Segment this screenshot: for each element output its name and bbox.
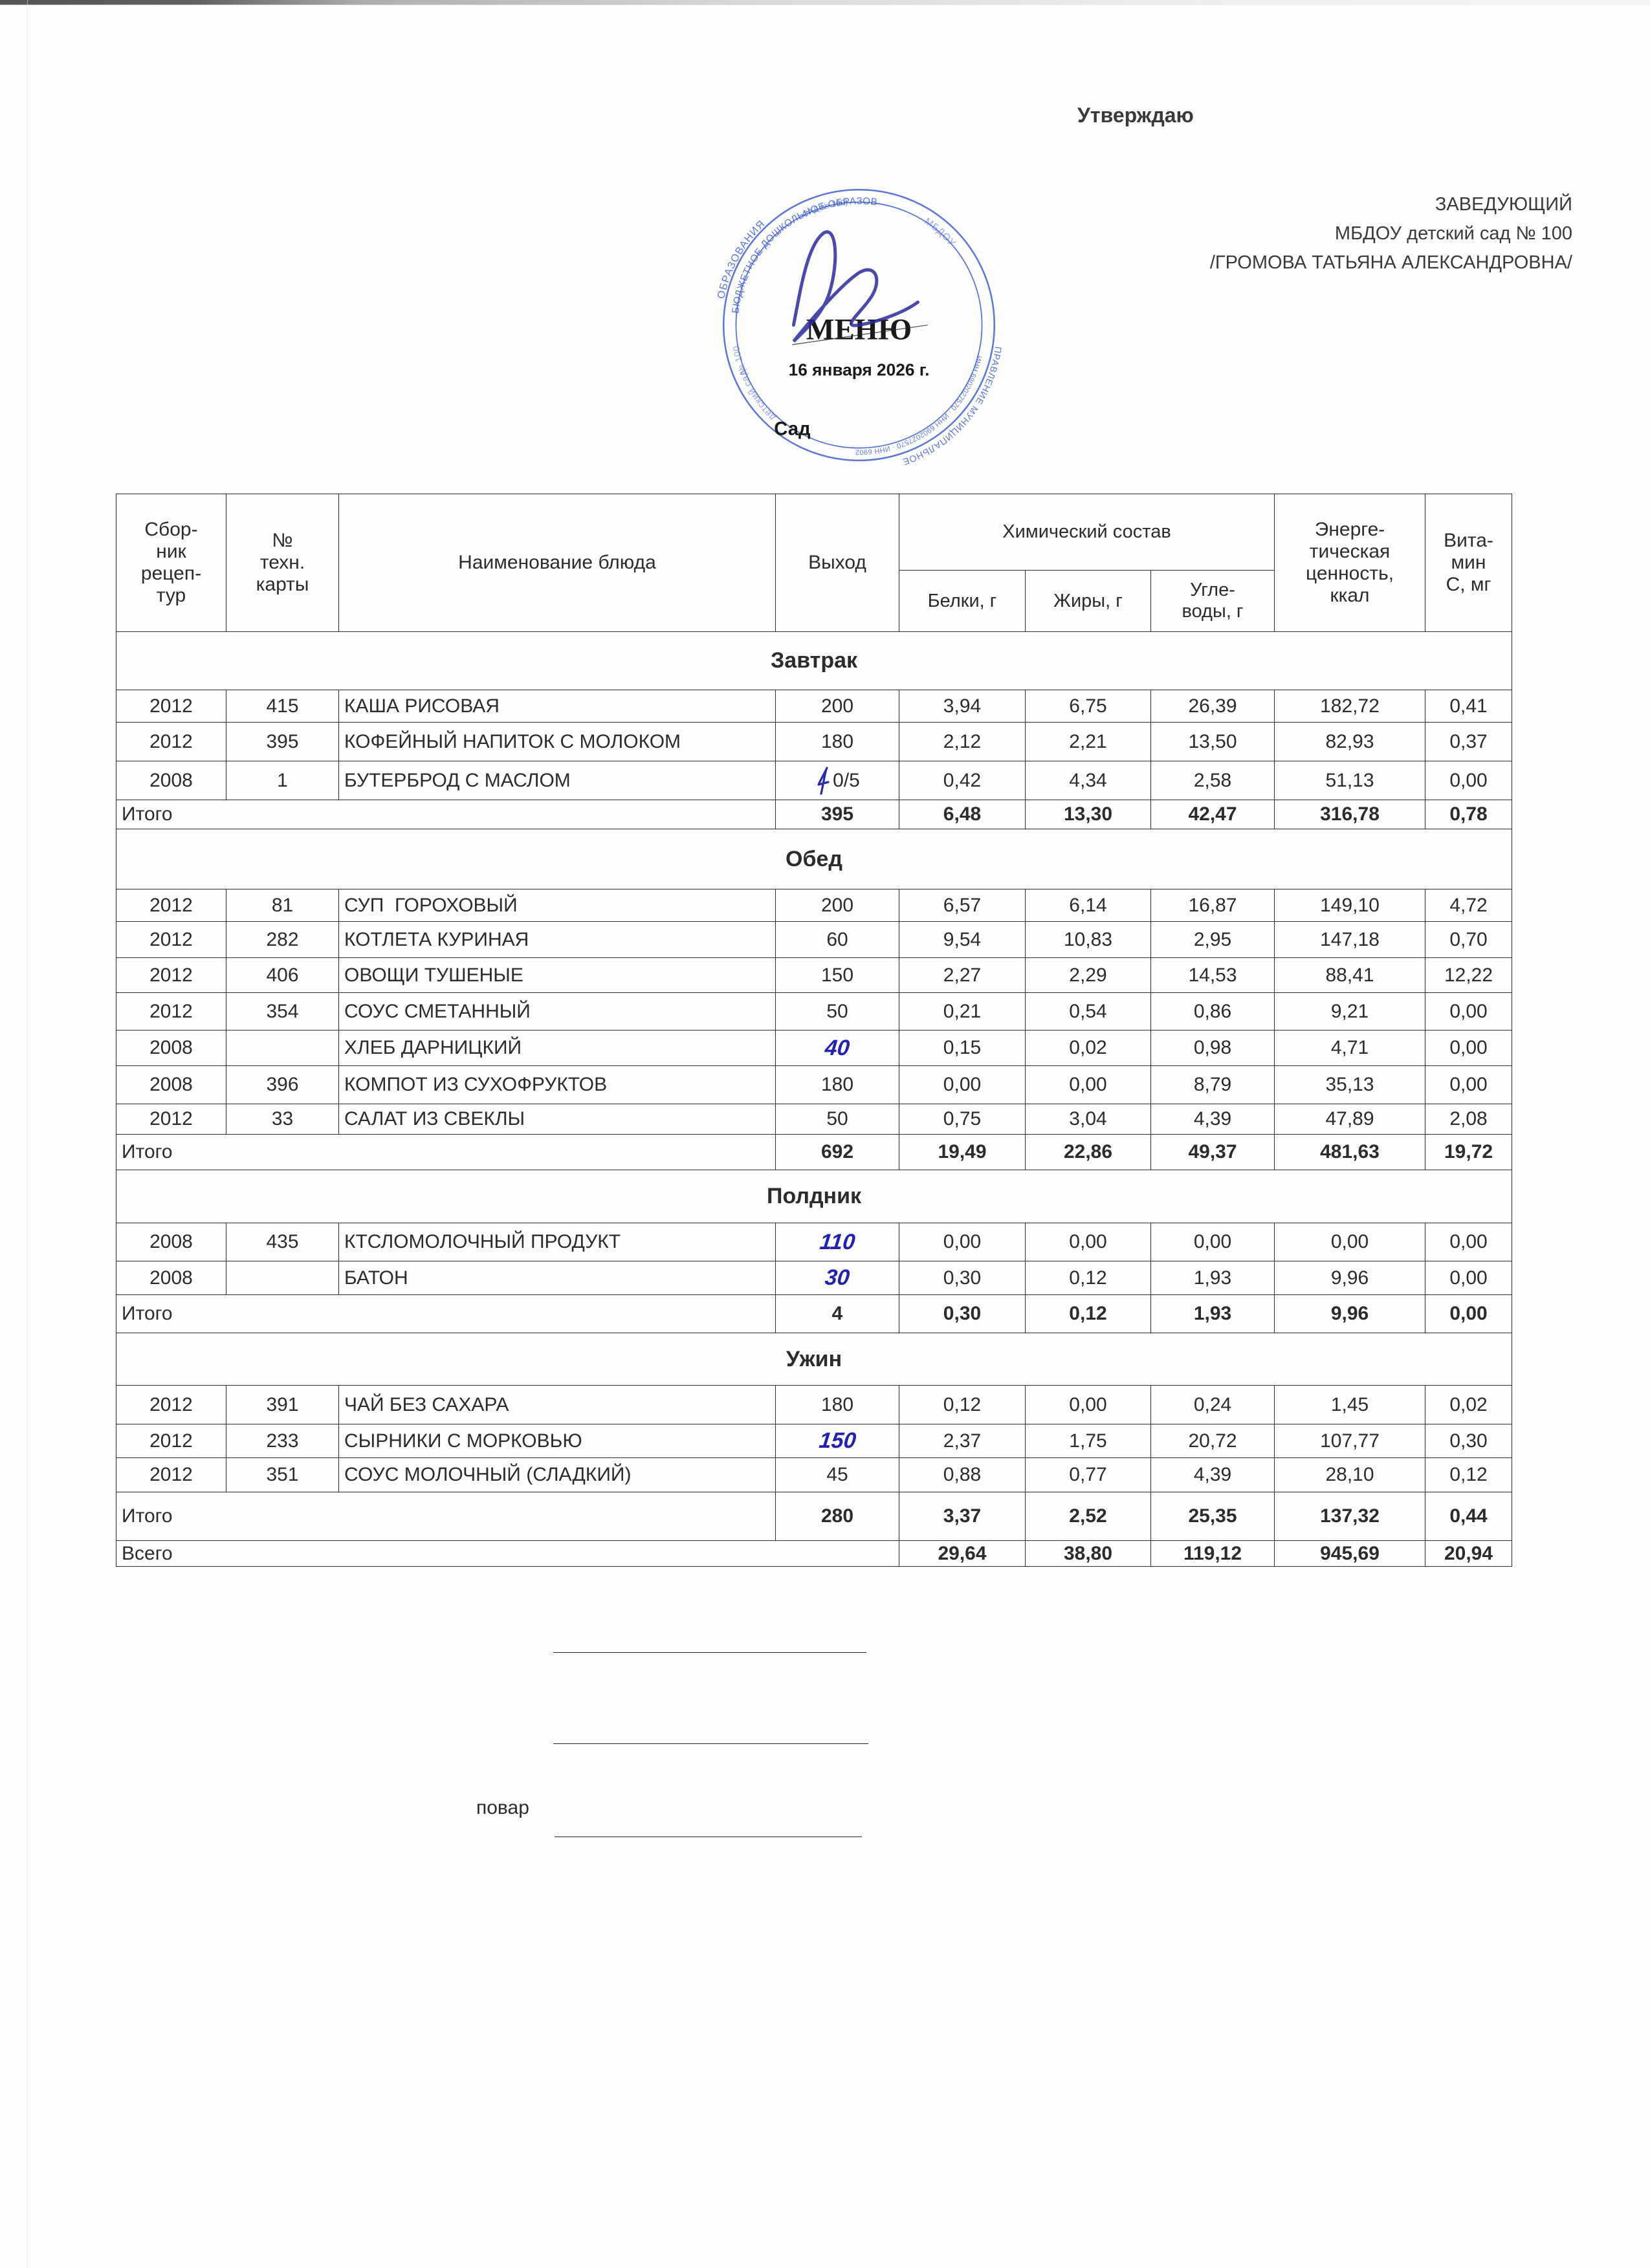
svg-text:МБДОУ: МБДОУ — [922, 216, 957, 248]
svg-text:№ 100: № 100 — [731, 345, 748, 376]
svg-text:16 января 2026 г.: 16 января 2026 г. — [789, 360, 930, 379]
svg-text:Сад: Сад — [774, 418, 811, 439]
